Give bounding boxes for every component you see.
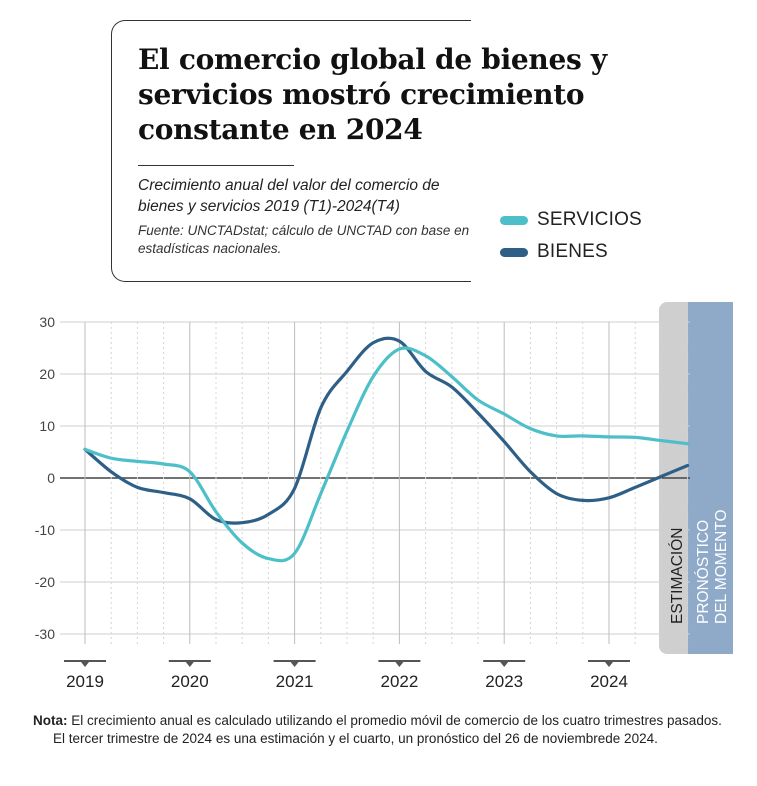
y-axis: 30 20 10 0 -10 -20 -30: [35, 314, 55, 642]
series-line-bienes: [83, 336, 690, 525]
x-tick-marker-3: [395, 662, 404, 667]
line-chart: 30 20 10 0 -10 -20 -30 2019 2020 2021 2022 2023 202…: [35, 302, 733, 691]
chart-source: Fuente: UNCTADstat; cálculo de UNCTAD co…: [138, 223, 470, 256]
x-tick-label-4: 2023: [485, 672, 523, 691]
x-tick-marker-4: [500, 662, 509, 667]
x-tick-label-0: 2019: [66, 672, 104, 691]
y-tick-label-3: 0: [47, 470, 55, 486]
legend-swatch-bienes: [500, 247, 528, 257]
x-tick-label-1: 2020: [171, 672, 209, 691]
legend: SERVICIOS BIENES: [500, 204, 642, 268]
x-tick-marker-2: [290, 662, 299, 667]
x-tick-marker-5: [605, 662, 613, 667]
series: [83, 336, 690, 563]
estimate-band-label: ESTIMACIÓN: [669, 528, 686, 624]
legend-item-servicios: SERVICIOS: [500, 204, 642, 236]
band-labels: ESTIMACIÓN PRONÓSTICO DEL MOMENTO: [669, 509, 730, 624]
title-divider: [138, 165, 294, 166]
x-tick-label-2: 2021: [276, 672, 314, 691]
series-line-servicios: [83, 346, 690, 563]
x-tick-label-3: 2022: [380, 672, 418, 691]
legend-label-bienes: BIENES: [537, 241, 608, 262]
title-frame: [111, 20, 471, 282]
y-tick-label-4: -10: [35, 522, 55, 538]
y-tick-label-6: -30: [35, 626, 55, 642]
legend-label-servicios: SERVICIOS: [537, 209, 642, 230]
chart-subtitle: Crecimiento anual del valor del comercio…: [138, 177, 440, 215]
footnote-text: Nota: El crecimiento anual es calculado …: [33, 712, 733, 748]
grid: [60, 321, 690, 644]
x-tick-label-5: 2024: [590, 672, 628, 691]
footnote-label: Nota:: [33, 713, 68, 728]
footnote: Nota: El crecimiento anual es calculado …: [33, 712, 733, 748]
footnote-body: El crecimiento anual es calculado utiliz…: [53, 713, 722, 746]
legend-swatch-servicios: [500, 215, 528, 225]
nowcast-band-label-line1: PRONÓSTICO: [695, 520, 712, 624]
x-tick-marker-0: [81, 662, 89, 667]
x-tick-marker-1: [185, 662, 194, 667]
chart-title: El comercio global de bienes y servicios…: [138, 43, 607, 146]
x-axis: 2019 2020 2021 2022 2023 2024: [64, 660, 630, 691]
nowcast-band: [688, 302, 733, 654]
y-tick-label-1: 20: [39, 366, 55, 382]
legend-item-bienes: BIENES: [500, 236, 642, 268]
y-tick-label-5: -20: [35, 574, 55, 590]
nowcast-band-label-line2: DEL MOMENTO: [713, 509, 730, 624]
y-tick-label-2: 10: [39, 418, 55, 434]
y-tick-label-0: 30: [39, 314, 55, 330]
